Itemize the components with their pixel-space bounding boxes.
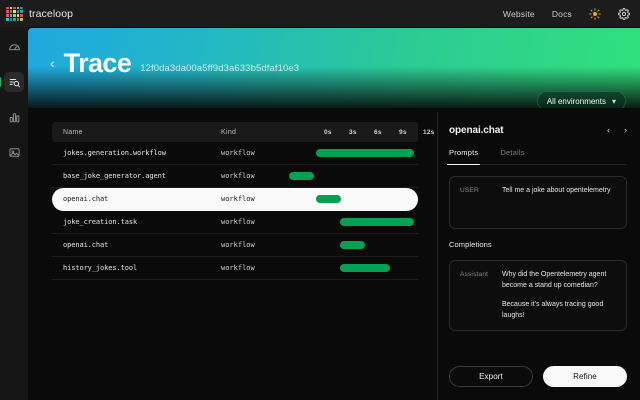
panel-nav: ‹ › <box>607 124 627 135</box>
span-kind: workflow <box>221 195 255 203</box>
chevron-left-icon[interactable]: ‹ <box>50 55 55 71</box>
banner-heading: ‹ Trace 12f0da3da00a5ff9d3a633b5dfaf10e3 <box>50 50 299 77</box>
table-header: Name Kind 0s 3s 6s 9s 12s <box>52 122 434 142</box>
span-duration-bar <box>316 149 414 157</box>
table-row[interactable]: jokes.generation.workflow workflow <box>52 142 418 165</box>
span-duration-bar <box>316 195 341 203</box>
environment-select-value: All environments <box>546 96 606 106</box>
prompt-text: Tell me a joke about opentelemetry <box>502 187 611 194</box>
prompt-role: USER <box>460 186 479 194</box>
span-duration-bar <box>340 218 414 226</box>
traceloop-blocks-logo-icon <box>6 6 23 21</box>
time-tick-3: 9s <box>399 128 407 136</box>
table-row[interactable]: history_jokes.tool workflow <box>52 257 418 280</box>
span-name: base_joke_generator.agent <box>63 172 166 180</box>
tab-details[interactable]: Details <box>500 148 525 157</box>
sidebar-item-datasets[interactable] <box>4 142 24 162</box>
top-bar: traceloop Website Docs <box>0 0 640 27</box>
completion-paragraph: Because it's always tracing good laughs! <box>502 300 604 319</box>
span-name: history_jokes.tool <box>63 264 138 272</box>
sun-icon[interactable] <box>589 7 601 20</box>
panel-title: openai.chat <box>449 124 504 136</box>
span-name: openai.chat <box>63 195 109 203</box>
completion-text: Why did the Opentelemetry agent become a… <box>502 270 616 321</box>
table-row[interactable]: base_joke_generator.agent workflow <box>52 165 418 188</box>
span-name: openai.chat <box>63 241 109 249</box>
chevron-left-icon[interactable]: ‹ <box>607 124 610 135</box>
top-nav: Website Docs <box>502 7 630 20</box>
panel-divider <box>437 112 438 400</box>
trace-id: 12f0da3da00a5ff9d3a633b5dfaf10e3 <box>140 63 300 74</box>
span-kind: workflow <box>221 241 255 249</box>
span-name: jokes.generation.workflow <box>63 149 166 157</box>
brand[interactable]: traceloop <box>6 6 74 21</box>
page-title: Trace <box>63 48 132 78</box>
tab-prompts[interactable]: Prompts <box>446 148 481 165</box>
span-kind: workflow <box>221 149 255 157</box>
completion-role: Assistant <box>460 270 489 278</box>
span-duration-bar <box>340 264 390 272</box>
completions-label: Completions <box>449 240 492 249</box>
table-row[interactable]: openai.chat workflow <box>52 188 418 211</box>
span-duration-bar <box>340 241 365 249</box>
span-kind: workflow <box>221 218 255 226</box>
sidebar <box>0 27 28 400</box>
export-button[interactable]: Export <box>449 366 533 387</box>
time-tick-4: 12s <box>423 128 435 136</box>
nav-link-docs[interactable]: Docs <box>551 8 572 19</box>
time-tick-1: 3s <box>349 128 357 136</box>
refine-button[interactable]: Refine <box>543 366 627 387</box>
column-header-kind: Kind <box>221 128 237 136</box>
bar-chart-icon <box>8 111 21 124</box>
span-kind: workflow <box>221 264 255 272</box>
span-detail-panel: openai.chat ‹ › Prompts Details USER Tel… <box>446 122 627 392</box>
sidebar-item-traces[interactable] <box>0 72 24 92</box>
table-row[interactable]: openai.chat workflow <box>52 234 418 257</box>
spans-table: Name Kind 0s 3s 6s 9s 12s jokes.generati… <box>52 122 434 280</box>
trace-search-icon <box>8 76 21 89</box>
time-tick-0: 0s <box>324 128 332 136</box>
column-header-name: Name <box>63 128 83 136</box>
span-duration-bar <box>289 172 314 180</box>
panel-tabs: Prompts Details <box>446 148 627 165</box>
time-tick-2: 6s <box>374 128 382 136</box>
chevron-right-icon[interactable]: › <box>624 124 627 135</box>
trace-banner: ‹ Trace 12f0da3da00a5ff9d3a633b5dfaf10e3… <box>28 28 640 111</box>
sidebar-item-metrics[interactable] <box>4 107 24 127</box>
image-card-icon <box>8 146 21 159</box>
completion-paragraph: Why did the Opentelemetry agent become a… <box>502 271 607 289</box>
brand-name: traceloop <box>29 7 74 20</box>
gear-icon[interactable] <box>618 7 630 20</box>
completion-message: Assistant Why did the Opentelemetry agen… <box>449 260 627 332</box>
panel-actions: Export Refine <box>449 366 627 387</box>
prompt-message: USER Tell me a joke about opentelemetry <box>449 176 627 229</box>
sidebar-item-dashboard[interactable] <box>4 37 24 57</box>
span-name: joke_creation.task <box>63 218 138 226</box>
panel-header: openai.chat ‹ › <box>449 122 627 138</box>
table-row[interactable]: joke_creation.task workflow <box>52 211 418 234</box>
span-kind: workflow <box>221 172 255 180</box>
chevron-down-icon: ▾ <box>611 96 616 106</box>
nav-link-website[interactable]: Website <box>502 8 535 19</box>
trace-content: Name Kind 0s 3s 6s 9s 12s jokes.generati… <box>28 108 640 400</box>
gauge-icon <box>8 41 21 54</box>
table-body: jokes.generation.workflow workflow base_jo… <box>52 142 418 280</box>
